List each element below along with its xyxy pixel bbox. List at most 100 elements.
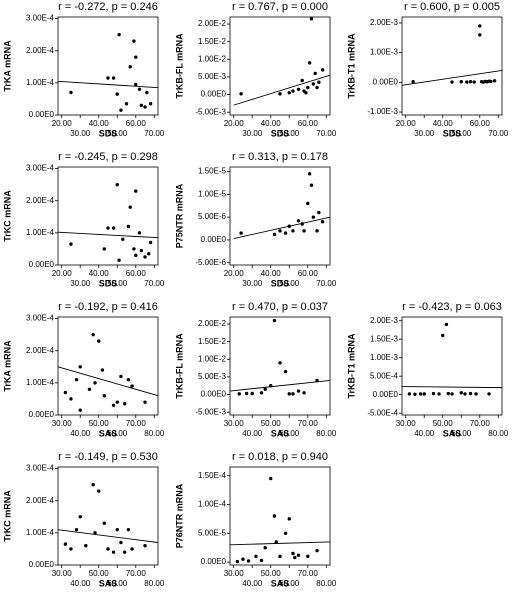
x-tick-label: 30.00 [224,569,245,578]
y-tick-label: 2.00E-2 [198,19,227,28]
point [241,557,245,561]
point [237,392,241,396]
plot-frame [401,316,503,416]
point [306,85,310,90]
point [263,546,267,550]
point [111,226,116,230]
x-tick-label: 40.00 [261,269,282,278]
x-tick-label: 60.00 [470,119,491,128]
point [296,553,301,557]
x-tick-label: 80.00 [488,429,509,438]
fit-line [229,380,331,392]
x-tick-label: 70.00 [470,419,491,428]
point [411,80,415,84]
point [313,71,317,76]
point [478,33,482,37]
point [309,17,314,21]
point [278,361,282,365]
y-tick-label: 5.00E-3 [198,372,227,381]
y-tick-label: 2.00E-4 [26,196,55,205]
x-axis-label: SAS [99,578,118,588]
x-tick-label: 40.00 [414,429,435,438]
point [97,339,101,343]
y-axis-label: TrKA mRNA [2,340,12,392]
point [465,80,469,84]
y-tick-label: 1.00E-3 [370,48,399,57]
point [300,78,304,83]
point [115,182,119,187]
y-axis-label: TrKB-T1 mRNA [346,33,356,99]
y-tick-label: 3.00E-4 [26,464,55,473]
x-tick-label: 20.00 [224,269,245,278]
x-tick-label: 50.00 [89,419,110,428]
x-axis-label: SDS [99,128,118,138]
x-tick-label: 50.00 [89,569,110,578]
x-tick-label: 70.00 [126,569,147,578]
x-tick-label: 30.00 [414,129,435,138]
x-tick-label: 40.00 [89,119,110,128]
point [117,32,121,37]
plot-frame [57,316,159,416]
x-tick-label: 50.00 [433,419,454,428]
point [126,224,131,229]
point [468,391,473,396]
point [134,189,138,193]
point [291,392,295,396]
x-tick-label: 20.00 [52,119,73,128]
point [272,318,277,323]
y-axis-label: TrKB-FL mRNA [174,33,184,99]
fit-line [57,80,159,89]
point [450,80,454,84]
point [106,547,110,551]
point [74,377,79,382]
plot-frame [229,166,331,266]
y-tick-label: 1.00E-4 [26,228,55,237]
panel-title: r = -0.149, p = 0.530 [58,451,158,463]
point [459,391,463,395]
panel-title: r = -0.245, p = 0.298 [58,151,158,163]
point [132,39,136,43]
x-tick-label: 70.00 [298,419,319,428]
point [287,392,291,396]
point [320,219,325,224]
point [69,397,73,401]
panel-title: r = -0.423, p = 0.063 [402,301,502,313]
y-tick-label: 0.00E0 [201,90,227,99]
point [115,92,119,96]
x-tick-label: 20.00 [224,119,245,128]
point [309,183,314,187]
x-tick-label: 30.00 [396,419,417,428]
y-tick-label: -5.00E-4 [367,408,398,417]
point [315,378,319,383]
point [106,76,110,80]
x-tick-label: 50.00 [261,419,282,428]
point [130,384,134,388]
x-axis-label: SAS [99,428,118,438]
point [306,554,310,559]
point [269,384,273,388]
panel-title: r = 0.018, p = 0.940 [232,451,328,463]
point [111,403,116,408]
point [441,333,445,338]
point [278,554,282,559]
point [291,551,295,556]
fit-line [57,366,159,397]
y-axis-label: P75NTR mRNA [174,183,184,248]
x-tick-label: 20.00 [52,269,73,278]
point [148,240,153,245]
point [143,400,147,404]
point [143,544,147,548]
x-tick-label: 30.00 [70,129,91,138]
fit-line [57,231,159,239]
plot-frame [57,16,159,116]
y-tick-label: 1.00E-3 [370,353,399,362]
y-tick-label: 0.00E0 [201,235,227,244]
point [91,332,95,337]
y-tick-label: 1.50E-5 [198,167,227,176]
point [450,392,454,396]
x-axis-label: SDS [443,128,462,138]
point [63,390,68,395]
panel: r = 0.313, p = 0.178 P75NTR mRNA SDS -5.00E… [174,151,336,288]
y-tick-label: 2.00E-3 [370,18,399,27]
point [459,80,463,84]
